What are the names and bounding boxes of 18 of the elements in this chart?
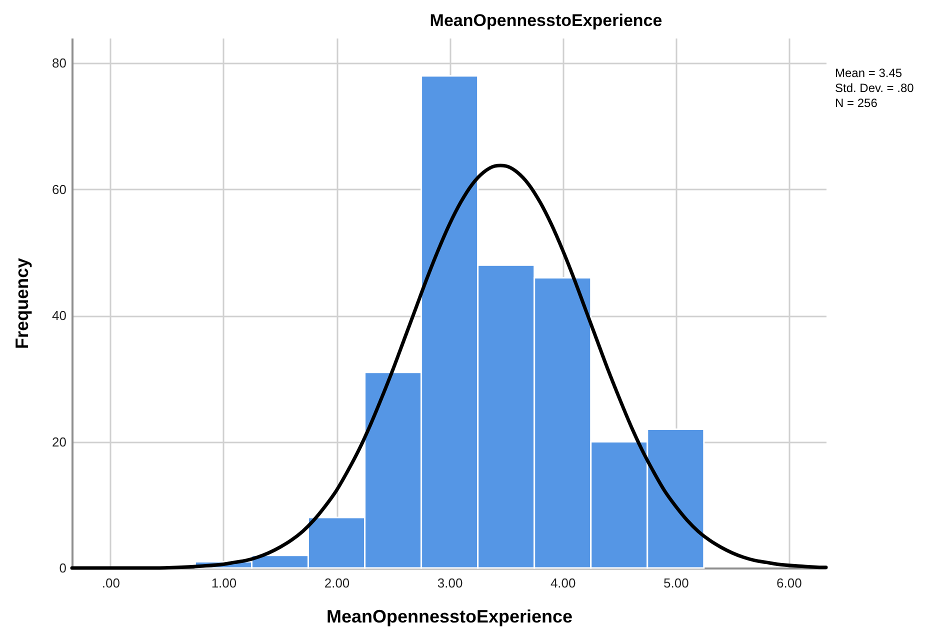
y-tick-label: 0 [59,560,66,576]
y-tick-label: 80 [52,56,66,71]
x-tick-label: 5.00 [663,576,689,590]
y-axis-title: Frequency [12,258,32,350]
text: Std. Dev. = .80 [835,81,914,95]
y-tick-label: 40 [52,308,66,324]
chart-title: MeanOpennesstoExperience [430,11,662,30]
x-tick-label: 3.00 [437,576,463,590]
x-tick-label: 6.00 [776,576,802,590]
x-tick-label: .00 [102,576,120,590]
x-axis-title: MeanOpennesstoExperience [326,606,573,626]
text: Mean = 3.45 [835,66,902,80]
x-tick-label: 4.00 [550,576,576,590]
x-tick-label: 1.00 [211,576,237,590]
text: N = 256 [835,96,878,110]
x-tick-label: 2.00 [324,576,350,590]
y-tick-label: 20 [52,434,66,450]
y-tick-label: 60 [52,182,66,197]
